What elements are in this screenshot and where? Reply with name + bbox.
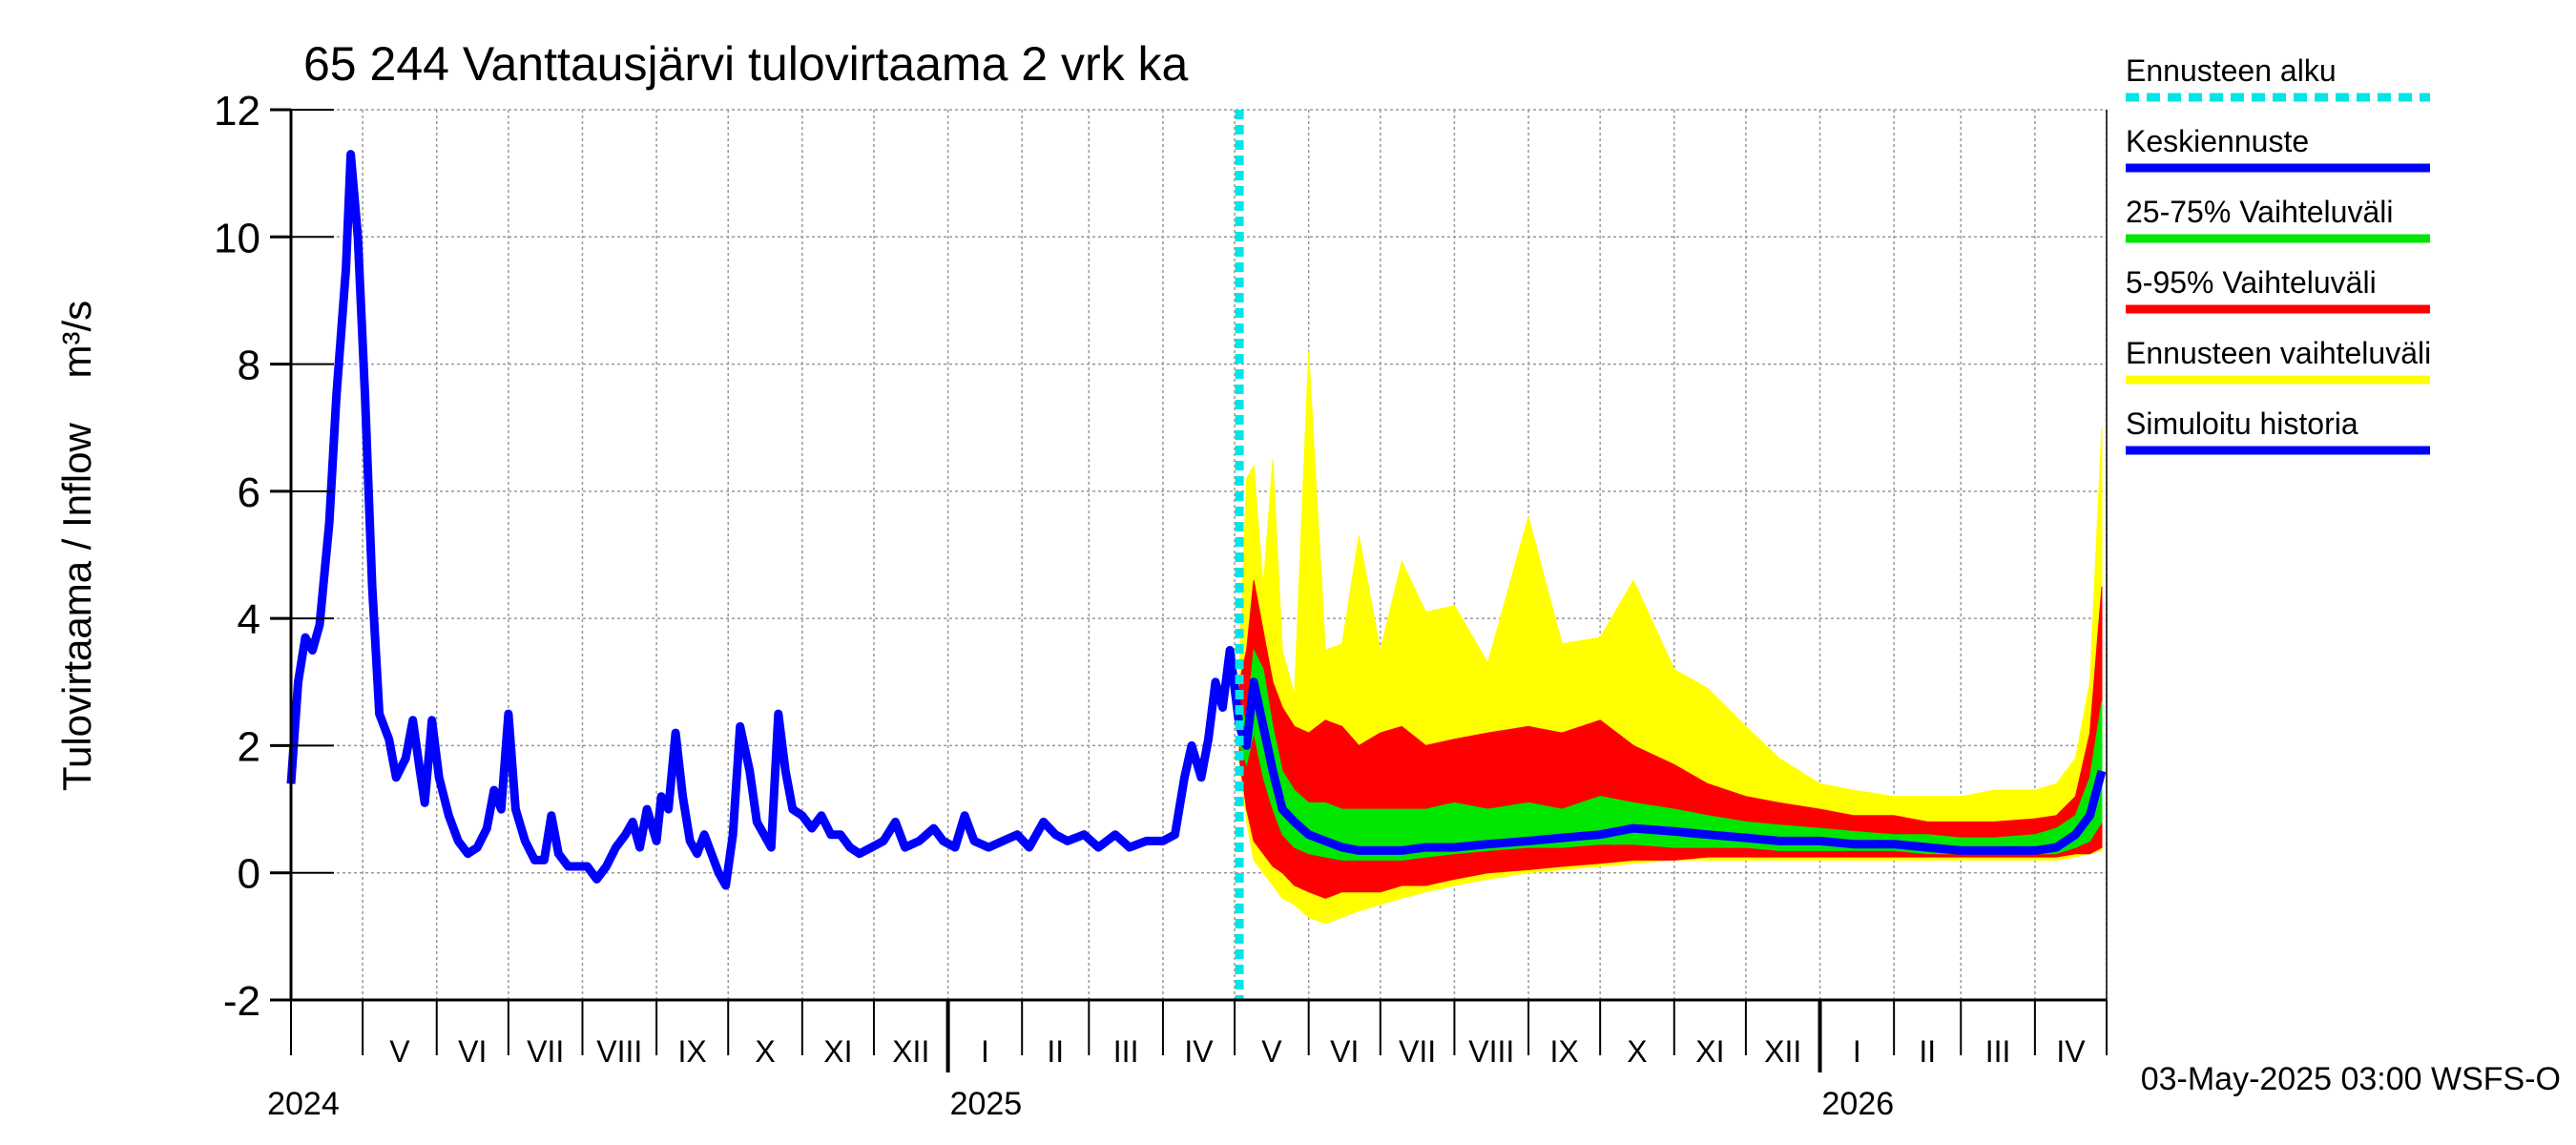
- history-line: [286, 150, 1244, 890]
- x-month-label: I: [1853, 1034, 1861, 1069]
- x-month-label: I: [981, 1034, 989, 1069]
- x-month-label: XI: [823, 1034, 852, 1069]
- y-tick-label: -2: [223, 978, 260, 1025]
- x-month-label: IX: [678, 1034, 707, 1069]
- x-month-label: X: [755, 1034, 775, 1069]
- x-month-label: VII: [1399, 1034, 1436, 1069]
- legend-label: Ennusteen alku: [2126, 53, 2337, 88]
- y-tick-label: 8: [238, 343, 260, 389]
- x-month-label: V: [389, 1034, 410, 1069]
- legend-label: Simuloitu historia: [2126, 406, 2358, 441]
- y-axis-ticks: -2 0 2 4 6 8 10 12: [214, 88, 334, 1025]
- legend-label: 25-75% Vaihteluväli: [2126, 195, 2393, 229]
- y-tick-label: 10: [214, 215, 260, 261]
- axes: [289, 110, 2108, 1002]
- x-month-label: VIII: [1468, 1034, 1514, 1069]
- y-tick-label: 12: [214, 88, 260, 135]
- x-month-label: III: [1113, 1034, 1139, 1069]
- x-month-label: IV: [1184, 1034, 1214, 1069]
- x-month-label: VI: [1330, 1034, 1359, 1069]
- x-year-label: 2026: [1822, 1086, 1895, 1122]
- legend-label: Keskiennuste: [2126, 124, 2309, 158]
- y-tick-label: 6: [238, 469, 260, 516]
- x-month-label: VI: [458, 1034, 487, 1069]
- median-forecast-line: [1235, 677, 2107, 855]
- x-month-label: III: [1985, 1034, 2011, 1069]
- legend-label: Ennusteen vaihteluväli: [2126, 336, 2431, 370]
- x-month-label: IX: [1549, 1034, 1578, 1069]
- x-month-label: VIII: [596, 1034, 642, 1069]
- timestamp-label: 03-May-2025 03:00 WSFS-O: [2141, 1061, 2561, 1097]
- legend: Ennusteen alku Keskiennuste 25-75% Vaihtel…: [2126, 53, 2431, 455]
- y-axis-label: Tulovirtaama / Inflow m³/s: [54, 301, 99, 791]
- x-month-label: XII: [1764, 1034, 1801, 1069]
- x-month-label: XII: [892, 1034, 929, 1069]
- x-month-label: V: [1261, 1034, 1282, 1069]
- band-25-75: [1238, 648, 2103, 861]
- x-month-label: X: [1627, 1034, 1647, 1069]
- chart-title: 65 244 Vanttausjärvi tulovirtaama 2 vrk …: [303, 37, 1189, 91]
- y-tick-label: 0: [238, 851, 260, 898]
- x-month-label: IV: [2056, 1034, 2086, 1069]
- legend-label: 5-95% Vaihteluväli: [2126, 265, 2377, 300]
- y-tick-label: 2: [238, 723, 260, 770]
- series-lines: [286, 110, 2107, 1000]
- x-year-label: 2024: [267, 1086, 340, 1122]
- x-month-label: II: [1919, 1034, 1936, 1069]
- x-month-label: XI: [1695, 1034, 1724, 1069]
- y-tick-label: 4: [238, 596, 260, 643]
- x-month-label: II: [1047, 1034, 1064, 1069]
- forecast-bands: [1238, 351, 2103, 925]
- x-year-label: 2025: [950, 1086, 1023, 1122]
- x-month-label: VII: [527, 1034, 564, 1069]
- x-axis-ticks: V VI VII VIII IX X XI XII I II III IV V VI VII VIII IX X X…: [267, 1000, 2108, 1122]
